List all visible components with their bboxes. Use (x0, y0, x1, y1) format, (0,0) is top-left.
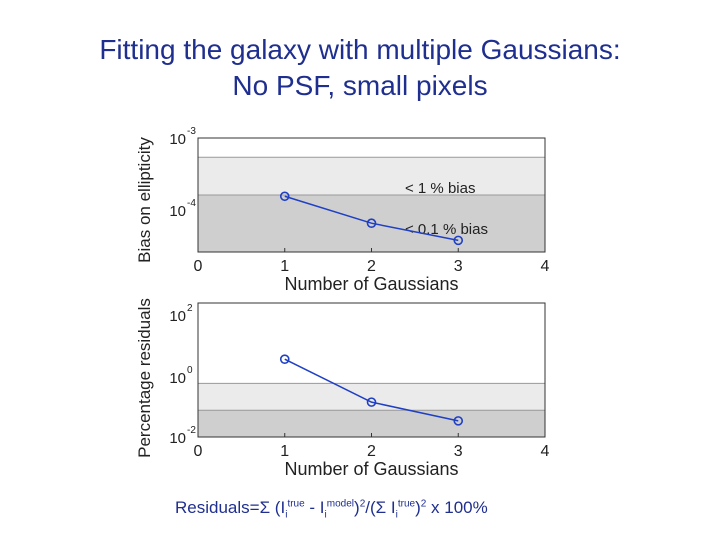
formula-close1: ) (354, 498, 360, 517)
formula-minus: - (304, 498, 320, 517)
data-point (453, 235, 464, 246)
x-tick-label: 0 (194, 258, 203, 275)
x-tick-label: 3 (454, 443, 463, 460)
formula-close2: ) (415, 498, 421, 517)
formula-true2: true (397, 498, 416, 510)
formula-true1: true (287, 498, 305, 510)
series-line (284, 195, 459, 242)
data-point (366, 218, 377, 229)
formula-I3: I (390, 498, 396, 517)
y-axis-label: Bias on ellipticity (135, 137, 154, 263)
x-tick-label: 1 (280, 258, 289, 275)
bias-band (198, 157, 545, 195)
formula-i1: i (285, 509, 288, 521)
formula-i2: i (324, 509, 327, 521)
band-label: < 0.1 % bias (405, 221, 488, 238)
data-point (279, 354, 290, 364)
y-tick-label: 10 (169, 131, 186, 148)
slide-title-line1: Fitting the galaxy with multiple Gaussia… (99, 34, 621, 65)
y-tick-label: 10 (169, 430, 186, 447)
data-point (453, 416, 464, 426)
formula-mid: /(Σ (365, 498, 391, 517)
y-tick-label: 10 (169, 203, 186, 220)
x-tick-label: 0 (194, 443, 203, 460)
y-axis-label: Percentage residuals (135, 298, 154, 458)
band-label: < 1 % bias (405, 180, 475, 197)
formula-sq2: 2 (420, 498, 427, 510)
x-tick-label: 4 (541, 443, 550, 460)
formula-i3: i (395, 509, 398, 521)
x-tick-label: 4 (541, 258, 550, 275)
formula-prefix: Residuals=Σ ( (175, 498, 281, 517)
y-tick-exponent: -4 (187, 198, 196, 209)
x-tick-label: 3 (454, 258, 463, 275)
x-tick-label: 2 (367, 443, 376, 460)
formula-I1: I (280, 498, 286, 517)
y-tick-exponent: 2 (187, 303, 193, 314)
x-tick-label: 2 (367, 258, 376, 275)
y-tick-exponent: -3 (187, 126, 196, 137)
chart-panel-1: < 1 % bias < 0.1 % bias 0 1 2 3 4 Number of Gau… (135, 126, 550, 294)
formula-suffix: x 100% (426, 498, 488, 517)
y-tick-label: 10 (169, 308, 186, 325)
y-tick-exponent: -2 (187, 425, 196, 436)
x-axis-label: Number of Gaussians (284, 459, 458, 479)
y-tick-label: 10 (169, 370, 186, 387)
x-axis-label: Number of Gaussians (284, 274, 458, 294)
formula-I2: I (319, 498, 325, 517)
formula-model: model (326, 498, 355, 510)
series-line (284, 358, 459, 422)
y-tick-exponent: 0 (187, 365, 193, 376)
data-point (279, 191, 290, 202)
slide-title-line2: No PSF, small pixels (232, 70, 488, 101)
formula-sq1: 2 (359, 498, 366, 510)
x-tick-label: 1 (280, 443, 289, 460)
data-point (366, 397, 377, 407)
residuals-formula: Residuals=Σ (Iitrue - Iimodel)2/(Σ Iitru… (175, 498, 488, 520)
bias-band (198, 410, 545, 437)
